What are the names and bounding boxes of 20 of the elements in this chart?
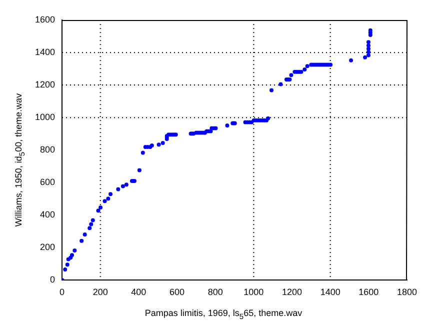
y-tick-label: 800 xyxy=(40,144,56,155)
x-tick-label: 400 xyxy=(131,287,146,298)
y-tick-label: 600 xyxy=(40,177,56,188)
x-axis-title: Pampas limitis, 1969, ls$_{5}$65, theme.wav xyxy=(144,308,304,321)
y-tick-label: 1000 xyxy=(34,112,56,122)
y-tick-label: 1400 xyxy=(34,47,56,58)
y-tick-label: 400 xyxy=(40,210,56,220)
x-tick-label: 1000 xyxy=(244,287,264,298)
x-tick-label: 1200 xyxy=(282,287,302,298)
y-tick-label: 200 xyxy=(40,242,56,252)
x-tick-label: 1400 xyxy=(320,287,340,298)
x-tick-label: 1800 xyxy=(396,287,418,298)
x-tick-label: 200 xyxy=(92,287,108,298)
x-tick-label: 800 xyxy=(208,287,223,298)
y-tick-label: 0 xyxy=(50,274,56,285)
x-tick-label: 1600 xyxy=(358,287,379,298)
x-tick-label: 600 xyxy=(170,287,185,298)
x-tick-label: 0 xyxy=(60,287,65,298)
y-tick-label: 1200 xyxy=(34,80,56,90)
y-tick-label: 1600 xyxy=(34,14,56,24)
